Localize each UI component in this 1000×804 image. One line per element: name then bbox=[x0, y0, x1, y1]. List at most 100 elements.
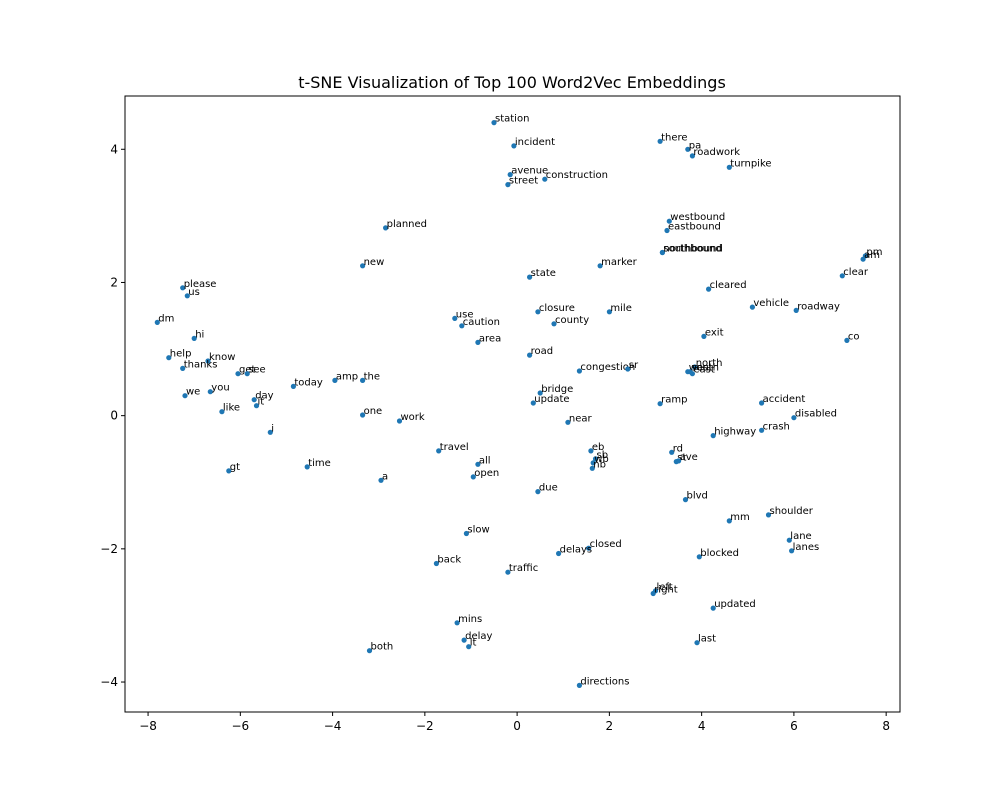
data-point bbox=[791, 415, 797, 421]
point-label: planned bbox=[387, 219, 427, 230]
point-label: we bbox=[186, 387, 200, 398]
point-label: exit bbox=[705, 327, 724, 338]
point-label: like bbox=[223, 403, 240, 414]
y-tick-label: 0 bbox=[110, 409, 118, 423]
data-point bbox=[542, 176, 548, 182]
data-point bbox=[226, 468, 232, 474]
point-label: new bbox=[364, 257, 385, 268]
data-point bbox=[219, 409, 225, 415]
point-label: wb bbox=[594, 454, 609, 465]
point-label: back bbox=[437, 555, 461, 566]
data-point bbox=[597, 263, 603, 269]
data-point bbox=[454, 620, 460, 626]
data-point bbox=[759, 400, 765, 406]
data-point bbox=[527, 274, 533, 280]
data-point bbox=[154, 319, 160, 325]
point-label: shoulder bbox=[770, 506, 814, 517]
point-label: day bbox=[255, 391, 273, 402]
data-point bbox=[244, 371, 250, 377]
data-point bbox=[235, 371, 241, 377]
point-label: there bbox=[661, 132, 687, 143]
data-point bbox=[470, 474, 476, 480]
point-label: updated bbox=[714, 599, 756, 610]
point-label: highway bbox=[714, 427, 756, 438]
data-point bbox=[765, 512, 772, 518]
point-label: it bbox=[258, 397, 265, 408]
x-tick-label: −8 bbox=[139, 719, 157, 733]
data-point bbox=[290, 383, 296, 389]
point-label: incident bbox=[515, 137, 555, 148]
data-point bbox=[459, 323, 465, 329]
point-label: right bbox=[654, 585, 678, 596]
data-point bbox=[685, 146, 691, 152]
point-label: westbound bbox=[670, 212, 725, 223]
data-point bbox=[666, 218, 672, 224]
point-label: you bbox=[211, 383, 229, 394]
axis-ticks: −8 −6 −4 −2 0 2 4 6 8 −4 −2 0 2 4 bbox=[100, 142, 890, 733]
point-label: southbound bbox=[663, 244, 722, 255]
data-point bbox=[511, 143, 517, 149]
axes-frame bbox=[124, 95, 901, 713]
point-label: mins bbox=[458, 614, 482, 625]
data-point bbox=[535, 309, 541, 315]
point-label: lane bbox=[790, 531, 811, 542]
data-point bbox=[535, 489, 541, 495]
point-label: avenue bbox=[511, 166, 548, 177]
data-point bbox=[682, 497, 689, 503]
point-label: area bbox=[479, 333, 501, 344]
data-point bbox=[694, 640, 700, 646]
data-point bbox=[184, 293, 190, 299]
point-label: lt bbox=[470, 638, 477, 649]
point-label: delay bbox=[465, 631, 492, 642]
point-label: sb bbox=[597, 450, 609, 461]
data-point bbox=[664, 227, 670, 234]
x-tick-label: 6 bbox=[790, 719, 798, 733]
y-tick-label: 2 bbox=[110, 275, 118, 289]
x-tick-label: 4 bbox=[698, 719, 706, 733]
data-point bbox=[253, 403, 260, 409]
data-point bbox=[692, 364, 698, 370]
data-point bbox=[180, 285, 186, 291]
x-tick-label: 8 bbox=[882, 719, 890, 733]
data-point bbox=[507, 172, 513, 178]
y-tick-label: 4 bbox=[110, 142, 118, 156]
data-point bbox=[491, 120, 497, 126]
data-point bbox=[366, 648, 373, 654]
point-label: mile bbox=[610, 303, 631, 314]
data-point bbox=[793, 307, 799, 313]
data-point bbox=[650, 590, 656, 597]
data-point bbox=[589, 465, 595, 471]
data-point bbox=[475, 461, 481, 467]
data-point bbox=[360, 412, 366, 418]
data-point bbox=[789, 548, 795, 554]
point-label: directions bbox=[580, 676, 629, 687]
data-point bbox=[588, 448, 594, 454]
x-tick-label: −4 bbox=[324, 719, 342, 733]
point-label: left bbox=[657, 582, 673, 593]
data-point bbox=[433, 560, 439, 567]
point-label: closed bbox=[590, 539, 622, 550]
data-point bbox=[461, 637, 467, 643]
point-label: blvd bbox=[687, 491, 708, 502]
point-label: bridge bbox=[541, 384, 573, 395]
point-label: station bbox=[495, 114, 529, 125]
point-label: mm bbox=[730, 512, 749, 523]
x-tick-label: −6 bbox=[231, 719, 249, 733]
point-label: the bbox=[364, 371, 380, 382]
data-point bbox=[205, 358, 211, 364]
data-point bbox=[537, 390, 543, 396]
point-label: pa bbox=[689, 140, 701, 151]
point-label: delays bbox=[560, 545, 593, 556]
data-point bbox=[590, 460, 596, 466]
data-point bbox=[251, 397, 257, 403]
point-label: please bbox=[184, 279, 217, 290]
x-tick-label: 0 bbox=[513, 719, 521, 733]
point-label: east bbox=[693, 365, 714, 376]
data-point bbox=[659, 249, 666, 256]
data-point bbox=[565, 419, 571, 425]
point-label: cleared bbox=[710, 280, 747, 291]
data-point bbox=[676, 458, 682, 464]
point-label: last bbox=[698, 634, 716, 645]
data-point bbox=[586, 545, 592, 551]
